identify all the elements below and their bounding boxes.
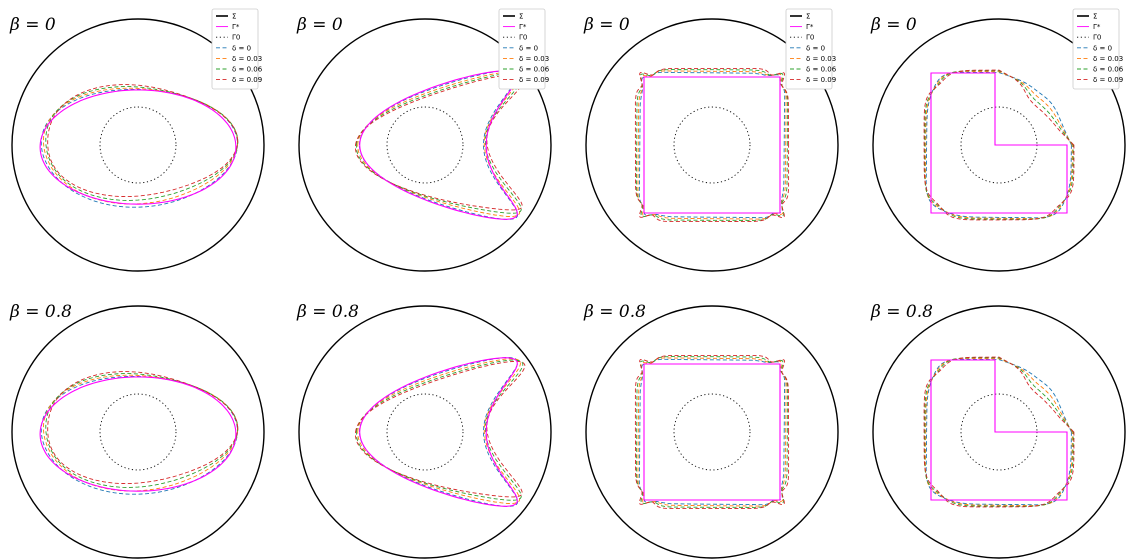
legend-label: Γ* xyxy=(806,23,814,31)
outer-boundary-sigma xyxy=(872,18,1126,272)
reconstruction-delta-0 xyxy=(358,357,519,507)
outer-boundary-sigma xyxy=(298,305,552,559)
panel-title: β = 0.8 xyxy=(583,302,646,322)
legend-label: Σ xyxy=(519,13,523,21)
reconstruction-delta-3 xyxy=(923,69,1075,221)
inner-boundary-gamma0 xyxy=(386,106,464,184)
legend-label: Γ* xyxy=(1093,23,1101,31)
legend-label: Σ xyxy=(232,13,236,21)
reconstruction-delta-0 xyxy=(925,358,1072,506)
legend-label: δ = 0 xyxy=(232,44,251,52)
panel-5: β = 0.8 xyxy=(9,302,265,559)
reconstruction-delta-0 xyxy=(638,71,786,219)
panel-3: β = 0 Σ Γ* Γ0 δ = 0 δ = 0.03 δ = 0.06 δ = 0.09 xyxy=(583,8,839,272)
reconstruction-delta-0 xyxy=(358,70,519,220)
outer-boundary-sigma xyxy=(585,305,839,559)
reconstruction-delta-2 xyxy=(924,357,1074,507)
reconstruction-delta-0 xyxy=(925,71,1072,219)
true-inclusion-gamma-star xyxy=(643,76,781,214)
legend-label: δ = 0.03 xyxy=(806,55,836,63)
reconstruction-delta-3 xyxy=(354,73,526,211)
legend-label: Γ0 xyxy=(519,34,527,42)
reconstruction-delta-3 xyxy=(923,356,1075,508)
true-inclusion-gamma-star xyxy=(930,72,1068,214)
legend-label: δ = 0.03 xyxy=(1093,55,1123,63)
legend-label: δ = 0.09 xyxy=(519,76,549,84)
panel-title: β = 0.8 xyxy=(296,302,359,322)
legend-label: δ = 0.09 xyxy=(806,76,836,84)
legend-label: Γ* xyxy=(232,23,240,31)
reconstruction-delta-1 xyxy=(42,374,239,492)
reconstruction-delta-2 xyxy=(636,356,788,508)
legend-label: δ = 0 xyxy=(519,44,538,52)
reconstruction-delta-3 xyxy=(354,360,526,498)
legend-label: δ = 0.06 xyxy=(806,66,837,74)
legend-label: δ = 0 xyxy=(1093,44,1112,52)
legend-label: δ = 0.09 xyxy=(232,76,262,84)
true-inclusion-gamma-star xyxy=(930,359,1068,501)
inner-boundary-gamma0 xyxy=(99,393,177,471)
outer-boundary-sigma xyxy=(11,305,265,559)
panel-7: β = 0.8 xyxy=(583,302,839,559)
reconstruction-delta-1 xyxy=(357,358,521,504)
panel-1: β = 0 Σ Γ* Γ0 δ = 0 δ = 0.03 δ = 0.06 δ = 0.09 xyxy=(9,8,265,272)
reconstruction-delta-3 xyxy=(634,67,790,223)
legend-label: Γ0 xyxy=(1093,34,1101,42)
legend-label: δ = 0 xyxy=(806,44,825,52)
outer-boundary-sigma xyxy=(872,305,1126,559)
inner-boundary-gamma0 xyxy=(386,393,464,471)
outer-boundary-sigma xyxy=(585,18,839,272)
reconstruction-delta-3 xyxy=(634,354,790,510)
inner-boundary-gamma0 xyxy=(673,106,751,184)
inner-boundary-gamma0 xyxy=(673,393,751,471)
reconstruction-delta-3 xyxy=(47,371,239,485)
panel-title: β = 0.8 xyxy=(9,302,72,322)
reconstruction-delta-1 xyxy=(637,70,787,220)
true-inclusion-gamma-star xyxy=(359,70,518,220)
outer-boundary-sigma xyxy=(11,18,265,272)
true-inclusion-gamma-star xyxy=(39,376,237,492)
true-inclusion-gamma-star xyxy=(39,89,237,205)
panel-2: β = 0 Σ Γ* Γ0 δ = 0 δ = 0.03 δ = 0.06 δ = 0.09 xyxy=(296,8,552,272)
panel-6: β = 0.8 xyxy=(296,302,552,559)
legend-label: Σ xyxy=(806,13,810,21)
legend-label: δ = 0.03 xyxy=(519,55,549,63)
legend-label: δ = 0.06 xyxy=(1093,66,1124,74)
reconstruction-delta-3 xyxy=(47,84,239,198)
panel-title: β = 0 xyxy=(9,15,56,35)
legend: Σ Γ* Γ0 δ = 0 δ = 0.03 δ = 0.06 δ = 0.09 xyxy=(498,8,550,90)
legend-label: Σ xyxy=(1093,13,1097,21)
panel-8: β = 0.8 xyxy=(870,302,1126,559)
legend-label: Γ0 xyxy=(806,34,814,42)
reconstruction-delta-1 xyxy=(357,71,521,217)
reconstruction-delta-1 xyxy=(637,357,787,507)
legend-label: Γ* xyxy=(519,23,527,31)
true-inclusion-gamma-star xyxy=(643,363,781,501)
legend: Σ Γ* Γ0 δ = 0 δ = 0.03 δ = 0.06 δ = 0.09 xyxy=(1072,8,1124,90)
panel-title: β = 0 xyxy=(870,15,917,35)
legend: Σ Γ* Γ0 δ = 0 δ = 0.03 δ = 0.06 δ = 0.09 xyxy=(211,8,263,90)
outer-boundary-sigma xyxy=(298,18,552,272)
reconstruction-delta-1 xyxy=(42,87,239,205)
legend-label: δ = 0.06 xyxy=(232,66,263,74)
panel-title: β = 0 xyxy=(296,15,343,35)
legend-label: δ = 0.03 xyxy=(232,55,262,63)
reconstruction-delta-2 xyxy=(355,359,524,501)
panel-4: β = 0 Σ Γ* Γ0 δ = 0 δ = 0.03 δ = 0.06 δ = 0.09 xyxy=(870,8,1126,272)
panel-title: β = 0.8 xyxy=(870,302,933,322)
inner-boundary-gamma0 xyxy=(99,106,177,184)
legend-label: δ = 0.06 xyxy=(519,66,550,74)
legend-label: δ = 0.09 xyxy=(1093,76,1123,84)
reconstruction-delta-2 xyxy=(924,70,1074,220)
legend-label: Γ0 xyxy=(232,34,240,42)
reconstruction-delta-2 xyxy=(636,69,788,221)
legend: Σ Γ* Γ0 δ = 0 δ = 0.03 δ = 0.06 δ = 0.09 xyxy=(785,8,837,90)
panel-title: β = 0 xyxy=(583,15,630,35)
reconstruction-delta-2 xyxy=(355,72,524,214)
reconstruction-delta-0 xyxy=(638,358,786,506)
true-inclusion-gamma-star xyxy=(359,357,518,507)
